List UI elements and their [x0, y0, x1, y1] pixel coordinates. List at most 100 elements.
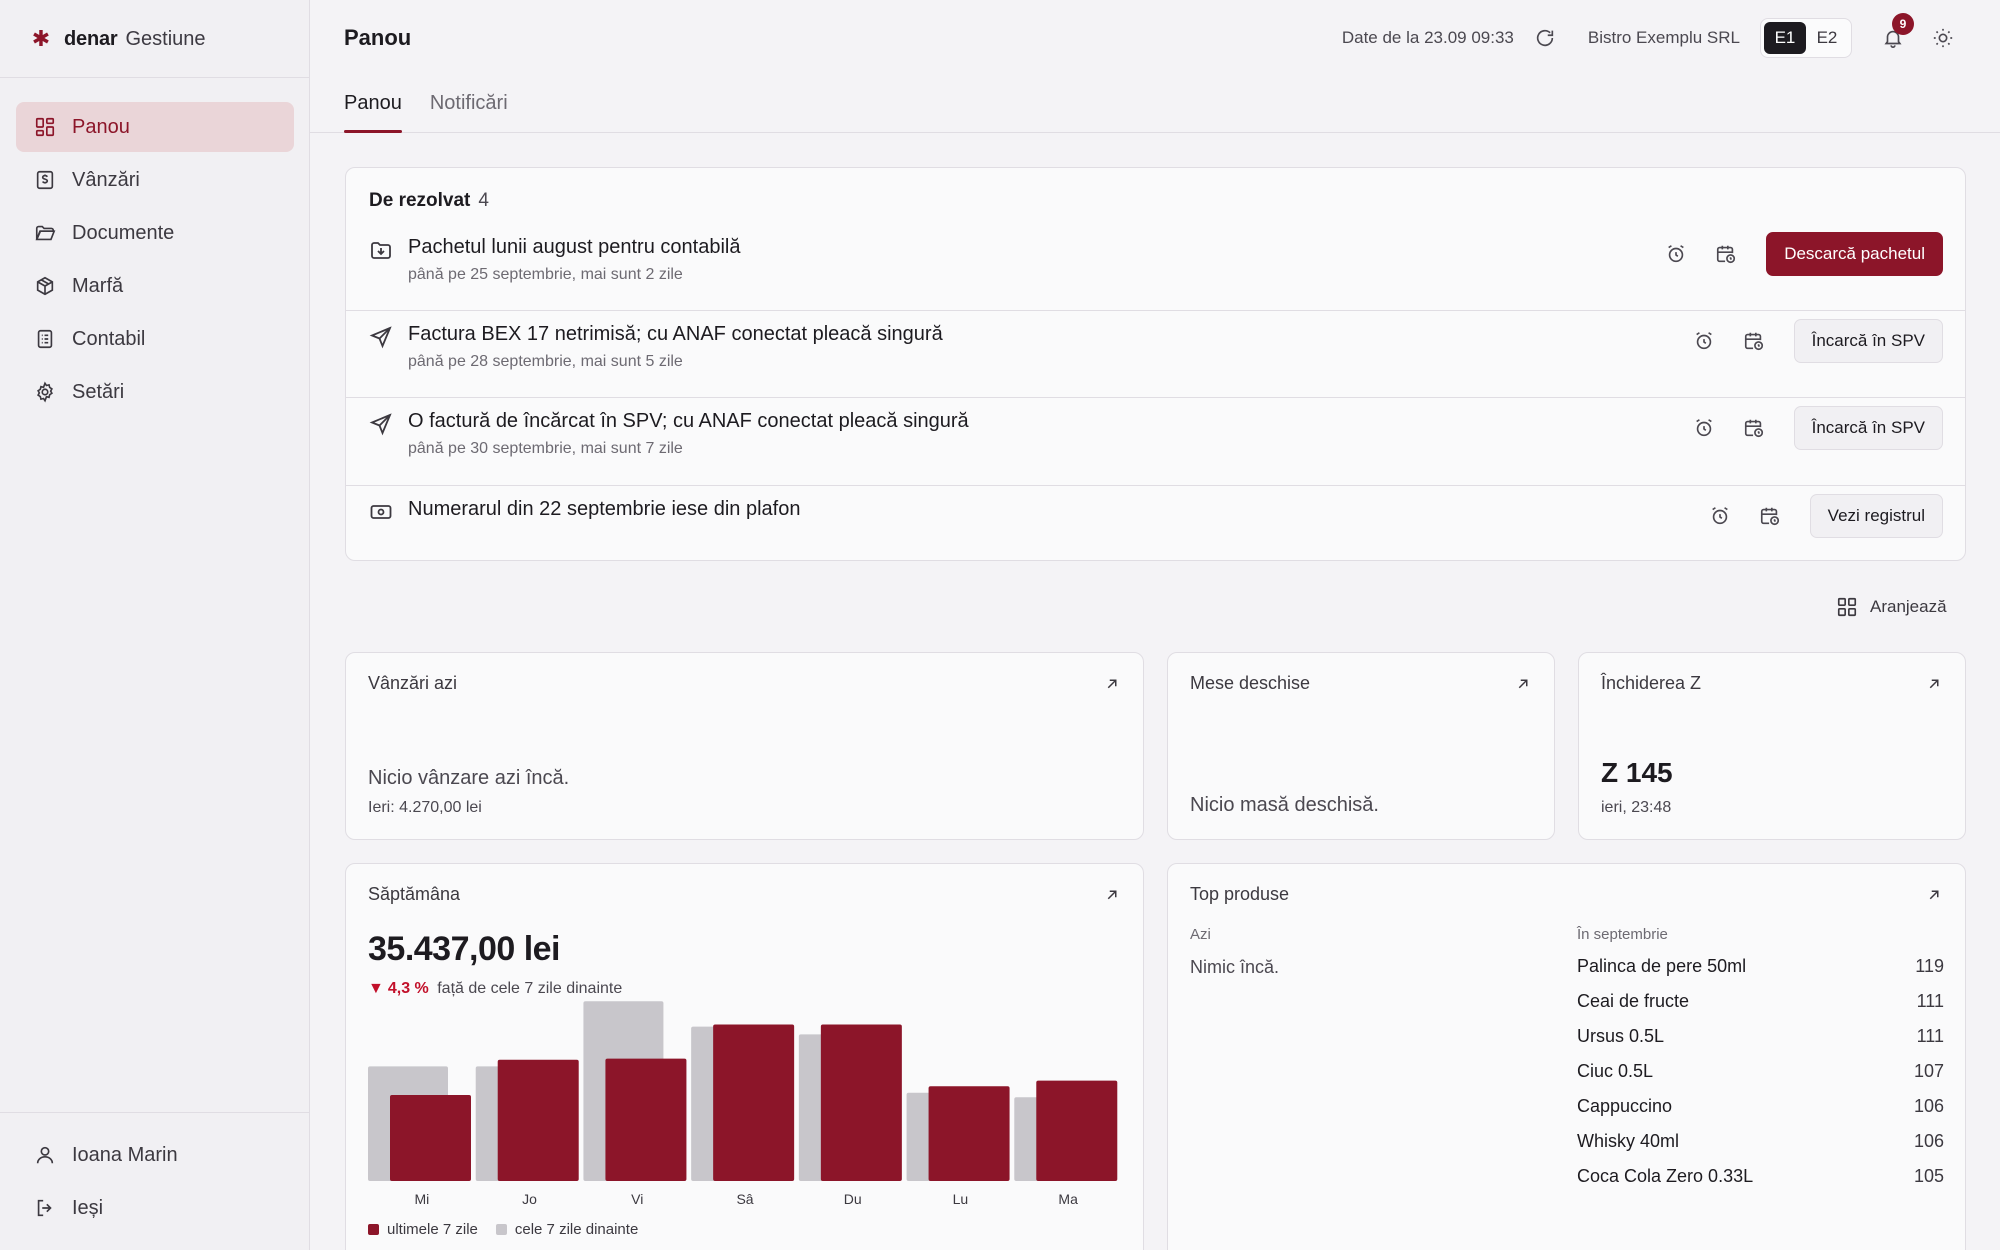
sidebar-item-documente[interactable]: Documente	[16, 208, 294, 258]
bar-current-Mi	[390, 1095, 471, 1181]
product-quantity: 107	[1913, 1061, 1944, 1081]
bar-current-Ma	[1036, 1080, 1118, 1181]
todo-heading: De rezolvat 4	[369, 190, 489, 212]
delta-text: față de cele 7 zile dinainte	[437, 980, 623, 997]
column-header-today: Azi	[1190, 926, 1211, 943]
card-title: Închiderea Z	[1601, 673, 1702, 693]
remind-button[interactable]	[1686, 323, 1722, 359]
week-delta: ▼ 4,3 % față de cele 7 zile dinainte	[368, 980, 622, 998]
x-tick-label: Vi	[631, 1191, 643, 1207]
remind-button[interactable]	[1658, 236, 1694, 272]
sidebar-item-label: Contabil	[72, 327, 146, 350]
send-icon	[369, 413, 392, 436]
upload-spv-button[interactable]: Încarcă în SPV	[1793, 319, 1943, 363]
receipt-icon	[36, 170, 54, 190]
refresh-icon	[1536, 29, 1554, 47]
download-package-button[interactable]: Descarcă pachetul	[1766, 232, 1943, 276]
folder-icon	[35, 225, 56, 241]
sidebar-item-label: Marfă	[72, 274, 124, 297]
tab-panou[interactable]: Panou	[344, 92, 402, 133]
bar-current-Lu	[928, 1086, 1010, 1181]
upload-spv-button[interactable]: Încarcă în SPV	[1793, 406, 1943, 450]
todo-row: O factură de încărcat în SPV; cu ANAF co…	[346, 397, 1965, 485]
entity-e2[interactable]: E2	[1816, 28, 1838, 47]
trend-down-icon: ▼	[368, 980, 384, 997]
schedule-button[interactable]	[1752, 498, 1788, 534]
header-toolbar: Date de la 23.09 09:33 Bistro Exemplu SR…	[1342, 13, 1960, 58]
list-item: Cappuccino 106	[1577, 1096, 1944, 1131]
company-name[interactable]: Bistro Exemplu SRL	[1587, 28, 1740, 47]
tab-bar: Panou Notificări	[344, 92, 508, 133]
brand-name: denar	[64, 27, 118, 50]
schedule-button[interactable]	[1736, 410, 1772, 446]
arrow-up-right-icon[interactable]	[1514, 675, 1532, 693]
z-report-time: ieri, 23:48	[1601, 799, 1672, 816]
x-tick-label: Ma	[1058, 1191, 1078, 1207]
sidebar-item-label: Panou	[72, 115, 130, 138]
sidebar-item-label: Setări	[72, 380, 125, 403]
view-register-button[interactable]: Vezi registrul	[1809, 494, 1943, 538]
logout-icon	[37, 1199, 52, 1217]
product-list: Palinca de pere 50ml 119 Ceai de fructe 111…	[1577, 956, 1944, 1201]
arrow-up-right-icon[interactable]	[1925, 886, 1943, 904]
legend-item: cele 7 zile dinainte	[495, 1221, 638, 1238]
sidebar-item-vanzari[interactable]: Vânzări	[16, 155, 294, 205]
tab-notificari[interactable]: Notificări	[429, 92, 508, 114]
remind-button[interactable]	[1702, 498, 1738, 534]
todo-row-actions: Încarcă în SPV	[1686, 319, 1943, 363]
product-name: Whisky 40ml	[1577, 1131, 1680, 1151]
sidebar-item-contabil[interactable]: Contabil	[16, 314, 294, 364]
schedule-button[interactable]	[1736, 323, 1772, 359]
todo-row-actions: Încarcă în SPV	[1686, 406, 1943, 450]
user-profile[interactable]: Ioana Marin	[16, 1130, 294, 1180]
alarm-clock-icon	[1711, 507, 1728, 525]
week-card: Săptămâna 35.437,00 lei ▼ 4,3 % față de c…	[345, 863, 1144, 1250]
remind-button[interactable]	[1686, 410, 1722, 446]
alarm-clock-icon	[1695, 419, 1712, 437]
legend-label: ultimele 7 zile	[387, 1221, 478, 1238]
arrow-up-right-icon[interactable]	[1103, 886, 1121, 904]
product-name: Ursus 0.5L	[1577, 1026, 1665, 1046]
product-quantity: 111	[1916, 1026, 1944, 1046]
product-name: Ceai de fructe	[1577, 991, 1690, 1011]
user-icon	[36, 1146, 54, 1164]
brand-mark-icon: ✱	[31, 26, 51, 51]
entity-e1[interactable]: E1	[1764, 22, 1806, 54]
product-quantity: 106	[1913, 1096, 1944, 1116]
sidebar-item-marfa[interactable]: Marfă	[16, 261, 294, 311]
calendar-clock-icon	[1744, 419, 1763, 438]
x-tick-label: Mi	[414, 1191, 429, 1207]
brand-sub: Gestiune	[125, 27, 206, 50]
yesterday-total: Ieri: 4.270,00 lei	[368, 799, 482, 816]
card-title: Vânzări azi	[368, 673, 458, 693]
logout-label: Ieși	[72, 1196, 104, 1219]
arrow-up-right-icon[interactable]	[1103, 675, 1121, 693]
gear-icon	[37, 381, 53, 403]
calendar-clock-icon	[1717, 245, 1736, 264]
card-title: Mese deschise	[1190, 673, 1311, 693]
box-icon	[36, 276, 54, 296]
bar-current-Vi	[605, 1058, 687, 1181]
logout-button[interactable]: Ieși	[16, 1183, 294, 1233]
column-header-month: În septembrie	[1577, 926, 1668, 943]
arrange-button[interactable]: Aranjează	[1836, 594, 1947, 620]
schedule-button[interactable]	[1708, 236, 1744, 272]
product-quantity: 111	[1916, 991, 1944, 1011]
sidebar-footer: Ioana Marin Ieși	[16, 1130, 294, 1236]
todo-card: De rezolvat 4 Pachetul lunii august pentr…	[345, 167, 1966, 561]
notifications-badge: 9	[1892, 13, 1914, 35]
theme-toggle[interactable]	[1926, 21, 1960, 55]
notifications-button[interactable]: 9	[1876, 13, 1914, 55]
sidebar-item-label: Documente	[72, 221, 175, 244]
todo-row-actions: Descarcă pachetul	[1658, 232, 1943, 276]
x-tick-label: Du	[844, 1191, 862, 1207]
sidebar-item-setari[interactable]: Setări	[16, 367, 294, 417]
brand-logo[interactable]: ✱ denar Gestiune	[30, 24, 206, 54]
refresh-button[interactable]	[1528, 21, 1562, 55]
arrow-up-right-icon[interactable]	[1925, 675, 1943, 693]
sidebar-item-panou[interactable]: Panou	[16, 102, 294, 152]
user-name: Ioana Marin	[72, 1143, 178, 1166]
bar-current-Sâ	[713, 1024, 795, 1181]
sidebar: ✱ denar Gestiune Panou Vânzări Documente…	[0, 0, 310, 1250]
download-tray-icon	[371, 242, 391, 259]
